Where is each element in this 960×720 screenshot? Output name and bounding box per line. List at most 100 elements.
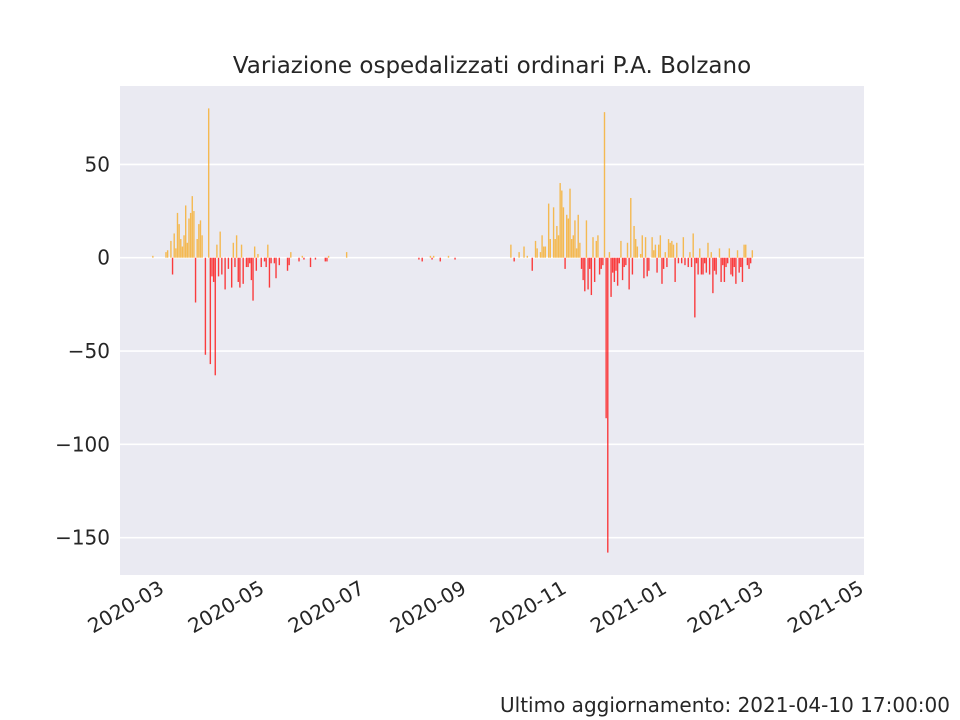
last-updated: Ultimo aggiornamento: 2021-04-10 17:00:0… bbox=[500, 693, 950, 717]
bar bbox=[692, 233, 694, 258]
bar bbox=[234, 257, 236, 268]
bar bbox=[239, 257, 241, 288]
bar bbox=[253, 246, 256, 258]
bar bbox=[680, 257, 683, 264]
bar bbox=[204, 257, 207, 355]
bar bbox=[176, 212, 179, 258]
bar bbox=[539, 252, 542, 258]
bar bbox=[607, 257, 609, 553]
bar bbox=[552, 207, 555, 258]
bar bbox=[636, 246, 639, 258]
x-tick-label: 2021-01 bbox=[586, 576, 670, 639]
bar bbox=[695, 257, 698, 264]
bar bbox=[418, 257, 420, 260]
bar bbox=[240, 244, 243, 258]
bar bbox=[255, 257, 258, 271]
bar bbox=[199, 220, 202, 258]
bar bbox=[513, 257, 515, 262]
bar bbox=[700, 257, 703, 275]
bar bbox=[579, 242, 581, 258]
bar bbox=[731, 257, 734, 277]
bar bbox=[178, 224, 180, 258]
bar bbox=[230, 257, 233, 288]
bar bbox=[510, 244, 512, 258]
bar bbox=[656, 257, 658, 273]
bar bbox=[654, 244, 657, 258]
bar bbox=[556, 225, 558, 258]
bar bbox=[245, 257, 248, 268]
bar bbox=[684, 257, 686, 266]
bar bbox=[531, 257, 533, 271]
bar bbox=[270, 257, 272, 264]
plot-area bbox=[120, 86, 864, 575]
bar bbox=[662, 257, 665, 269]
bar bbox=[723, 257, 726, 282]
bar bbox=[738, 257, 740, 273]
bar bbox=[562, 207, 565, 258]
bar bbox=[166, 250, 169, 258]
bar bbox=[572, 235, 574, 258]
bar bbox=[610, 257, 612, 297]
bar bbox=[275, 257, 277, 279]
last-updated-label: Ultimo aggiornamento: bbox=[500, 693, 732, 717]
bar bbox=[697, 257, 699, 275]
bar bbox=[173, 233, 175, 258]
bar bbox=[201, 235, 203, 258]
x-tick-label: 2021-05 bbox=[783, 576, 867, 639]
bar bbox=[526, 255, 529, 258]
bar bbox=[736, 250, 739, 258]
y-tick-label: −50 bbox=[68, 339, 110, 363]
bar bbox=[575, 248, 578, 258]
bar bbox=[733, 257, 735, 268]
bar bbox=[439, 257, 441, 262]
bar bbox=[217, 257, 220, 277]
bar bbox=[725, 257, 727, 268]
bar bbox=[635, 239, 637, 258]
bar bbox=[219, 231, 221, 258]
bar bbox=[431, 257, 433, 260]
bar bbox=[699, 248, 701, 258]
y-tick-labels: 50 0 −50 −100 −150 bbox=[55, 152, 110, 549]
bar bbox=[616, 257, 619, 286]
bar bbox=[211, 257, 213, 277]
bar bbox=[592, 237, 594, 258]
bar bbox=[628, 257, 630, 290]
bar bbox=[252, 257, 254, 301]
bar bbox=[189, 212, 192, 258]
bar bbox=[689, 252, 691, 258]
bar bbox=[263, 257, 266, 262]
bar bbox=[541, 235, 543, 258]
bar bbox=[639, 253, 642, 258]
bar bbox=[196, 239, 198, 258]
bar bbox=[232, 242, 235, 258]
bar bbox=[597, 235, 599, 258]
bar bbox=[286, 257, 289, 271]
bar bbox=[183, 235, 185, 258]
bar bbox=[735, 257, 737, 284]
bar bbox=[690, 257, 693, 268]
bar bbox=[718, 248, 721, 258]
bar bbox=[694, 257, 696, 318]
bar bbox=[547, 203, 550, 258]
bar bbox=[653, 250, 655, 258]
bar bbox=[543, 246, 545, 258]
bar bbox=[705, 257, 708, 273]
bar bbox=[748, 257, 750, 269]
bar bbox=[600, 257, 602, 269]
bar bbox=[623, 257, 625, 268]
bar bbox=[447, 255, 450, 258]
bar bbox=[288, 257, 290, 266]
bar bbox=[265, 257, 267, 268]
bar bbox=[651, 237, 653, 258]
y-tick-label: −150 bbox=[55, 526, 110, 550]
bar bbox=[677, 257, 680, 264]
bar bbox=[268, 257, 271, 288]
bar bbox=[707, 242, 709, 258]
bar bbox=[618, 257, 620, 264]
bar bbox=[569, 188, 571, 258]
bar bbox=[580, 257, 583, 269]
bar bbox=[730, 257, 732, 275]
bar bbox=[554, 239, 556, 258]
bar bbox=[648, 257, 650, 271]
bar bbox=[152, 255, 154, 258]
